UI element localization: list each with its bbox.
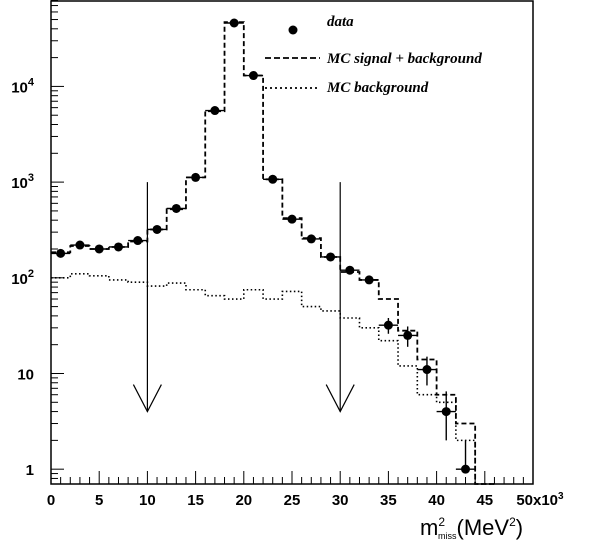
data-point-marker bbox=[191, 173, 200, 182]
data-point bbox=[90, 244, 109, 253]
y-tick-label: 104 bbox=[11, 76, 35, 96]
y-tick-label: 103 bbox=[11, 172, 34, 192]
data-point-marker bbox=[210, 106, 219, 115]
data-point-marker bbox=[345, 266, 354, 275]
legend-entry-data: data bbox=[289, 14, 355, 35]
data-point bbox=[109, 242, 128, 251]
legend-entry-background: MC background bbox=[265, 80, 429, 96]
data-point bbox=[398, 326, 417, 346]
plot-frame bbox=[51, 1, 533, 484]
data-point-marker bbox=[384, 321, 393, 330]
cut-arrow bbox=[326, 182, 354, 411]
x-tick-label: 35 bbox=[380, 492, 397, 509]
data-point bbox=[282, 215, 301, 224]
data-point bbox=[128, 236, 147, 245]
x-tick-label: 5 bbox=[95, 492, 103, 509]
mc-background-series bbox=[51, 274, 494, 484]
data-point-marker bbox=[75, 241, 84, 250]
data-point bbox=[456, 440, 475, 473]
data-point bbox=[340, 266, 359, 275]
data-point-marker bbox=[249, 71, 258, 80]
x-axis: 0 5 10 15 20 25 30 35 40 45 50 bbox=[47, 471, 533, 509]
data-point-marker bbox=[114, 242, 123, 251]
data-point-marker bbox=[422, 365, 431, 374]
legend-label-data: data bbox=[327, 14, 354, 30]
data-point-marker bbox=[172, 204, 181, 213]
x-tick-label: 0 bbox=[47, 492, 55, 509]
x-tick-label: 15 bbox=[187, 492, 204, 509]
y-axis: 1 10 102 103 104 bbox=[11, 0, 64, 484]
data-point-marker bbox=[230, 18, 239, 27]
x-tick-label: 50 bbox=[516, 492, 533, 509]
data-point bbox=[263, 175, 282, 184]
data-point-marker bbox=[153, 225, 162, 234]
data-point bbox=[147, 225, 166, 234]
data-point bbox=[205, 106, 224, 115]
x-tick-label: 45 bbox=[476, 492, 493, 509]
data-point bbox=[70, 241, 89, 250]
legend: data MC signal + background MC backgroun… bbox=[265, 14, 482, 96]
x-tick-label: 10 bbox=[139, 492, 156, 509]
x-axis-title: m2 miss(MeV2) bbox=[420, 515, 523, 541]
x-tick-label: 25 bbox=[284, 492, 301, 509]
y-tick-label: 10 bbox=[17, 366, 34, 383]
data-point-marker bbox=[326, 252, 335, 261]
cut-arrows bbox=[133, 182, 354, 411]
data-point bbox=[186, 173, 205, 182]
data-point bbox=[379, 318, 398, 334]
y-tick-label: 1 bbox=[26, 462, 34, 479]
x-axis-title-base: m bbox=[420, 515, 438, 540]
plot-border bbox=[51, 1, 533, 484]
mc-background-histogram bbox=[51, 274, 494, 484]
data-point-marker bbox=[288, 215, 297, 224]
legend-label-background: MC background bbox=[326, 80, 429, 96]
data-point-marker bbox=[133, 236, 142, 245]
cut-arrow bbox=[133, 182, 161, 411]
y-tick-label: 102 bbox=[11, 268, 34, 288]
data-point bbox=[437, 391, 456, 440]
legend-entry-signal: MC signal + background bbox=[265, 51, 482, 67]
legend-label-signal: MC signal + background bbox=[326, 51, 482, 67]
data-point bbox=[302, 234, 321, 243]
x-axis-multiplier: x103 bbox=[533, 491, 564, 509]
data-point-marker bbox=[307, 234, 316, 243]
data-point bbox=[225, 18, 244, 27]
data-point bbox=[359, 275, 378, 284]
data-point-marker bbox=[56, 249, 65, 258]
data-point bbox=[244, 71, 263, 80]
x-tick-label: 40 bbox=[428, 492, 445, 509]
x-tick-label: 30 bbox=[332, 492, 349, 509]
data-point bbox=[321, 252, 340, 261]
legend-marker-data bbox=[289, 26, 298, 35]
x-tick-label: 20 bbox=[235, 492, 252, 509]
data-point bbox=[417, 357, 436, 386]
data-point-marker bbox=[95, 244, 104, 253]
data-point-marker bbox=[442, 407, 451, 416]
data-point-marker bbox=[365, 275, 374, 284]
data-point bbox=[51, 249, 70, 258]
data-point-marker bbox=[403, 331, 412, 340]
data-point bbox=[167, 204, 186, 213]
data-point-marker bbox=[268, 175, 277, 184]
data-point-marker bbox=[461, 465, 470, 474]
